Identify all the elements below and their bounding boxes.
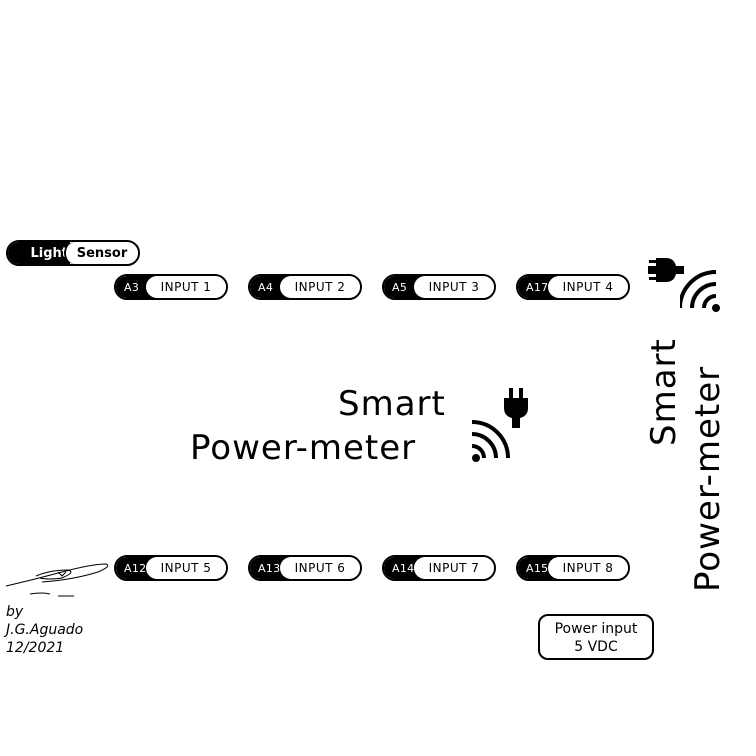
power-input-label: Power input xyxy=(554,621,638,637)
wifi-signal-icon xyxy=(472,420,510,462)
light-sensor-sensor-label: Sensor xyxy=(64,242,138,264)
input-pill-2: A4 INPUT 2 xyxy=(248,274,362,300)
input-pill-8: A15 INPUT 8 xyxy=(516,555,630,581)
title-power-meter: Power-meter xyxy=(190,428,417,468)
credit-date: 12/2021 xyxy=(6,640,65,656)
input-label: INPUT 7 xyxy=(414,557,494,579)
input-label: INPUT 3 xyxy=(414,276,494,298)
credit-author: J.G.Aguado xyxy=(6,622,84,638)
light-sensor-light-label: Light xyxy=(8,242,70,264)
power-voltage-label: 5 VDC xyxy=(574,639,618,655)
title-smart: Smart xyxy=(338,384,446,424)
input-pill-3: A5 INPUT 3 xyxy=(382,274,496,300)
input-label: INPUT 1 xyxy=(146,276,226,298)
input-pill-7: A14 INPUT 7 xyxy=(382,555,496,581)
input-pill-6: A13 INPUT 6 xyxy=(248,555,362,581)
plug-icon xyxy=(648,258,684,282)
input-pill-1: A3 INPUT 1 xyxy=(114,274,228,300)
plug-icon xyxy=(504,388,528,428)
input-label: INPUT 5 xyxy=(146,557,226,579)
input-label: INPUT 6 xyxy=(280,557,360,579)
input-pill-5: A12 INPUT 5 xyxy=(114,555,228,581)
input-pill-4: A17 INPUT 4 xyxy=(516,274,630,300)
input-label: INPUT 4 xyxy=(548,276,628,298)
signature-icon xyxy=(5,563,109,597)
power-input-box: Power input 5 VDC xyxy=(538,614,654,660)
vertical-title-smart: Smart xyxy=(644,338,684,446)
credit-by: by xyxy=(6,604,24,620)
input-label: INPUT 8 xyxy=(548,557,628,579)
wifi-signal-icon xyxy=(680,270,720,312)
light-sensor-badge: Light Sensor xyxy=(6,240,140,266)
vertical-title-power-meter: Power-meter xyxy=(688,365,728,592)
input-label: INPUT 2 xyxy=(280,276,360,298)
